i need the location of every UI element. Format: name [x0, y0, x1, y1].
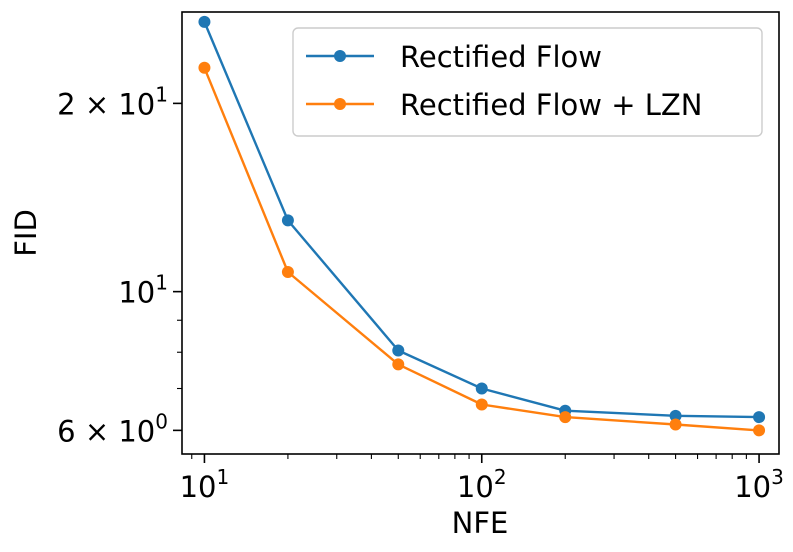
x-axis-label: NFE: [452, 506, 509, 540]
legend-label-rectified-flow: Rectified Flow: [400, 40, 602, 74]
minor-ticks: [177, 319, 747, 459]
x-tick-label: 103: [734, 465, 784, 504]
data-point: [475, 398, 488, 411]
data-point: [559, 411, 572, 424]
tick-labels: 101 102 103 6 × 100 101 2 × 101: [57, 82, 784, 504]
data-point: [669, 418, 682, 431]
data-point: [475, 382, 488, 395]
data-point: [753, 411, 766, 424]
data-point: [281, 214, 294, 227]
plot-frame: [181, 11, 780, 455]
y-axis-label: FID: [9, 209, 43, 257]
series-1: [198, 61, 766, 437]
data-point: [392, 358, 405, 371]
legend-box: [292, 27, 763, 137]
series-layer: [198, 15, 766, 437]
y-tick-label: 2 × 101: [57, 82, 168, 121]
y-tick-label: 101: [118, 271, 168, 310]
legend-label-rectified-flow-lzn: Rectified Flow + LZN: [400, 88, 702, 122]
data-point: [281, 265, 294, 278]
x-tick-label: 101: [180, 465, 230, 504]
data-point: [669, 409, 682, 422]
legend: Rectified Flow Rectified Flow + LZN: [292, 27, 763, 137]
y-tick-label: 6 × 100: [57, 409, 168, 448]
major-ticks: [173, 102, 760, 463]
series-0: [198, 15, 766, 424]
data-point: [198, 15, 211, 28]
data-point: [198, 61, 211, 74]
legend-marker-rectified-flow-lzn: [334, 98, 346, 110]
x-tick-label: 102: [457, 465, 507, 504]
data-point: [392, 344, 405, 357]
data-point: [753, 424, 766, 437]
legend-marker-rectified-flow: [334, 50, 346, 62]
